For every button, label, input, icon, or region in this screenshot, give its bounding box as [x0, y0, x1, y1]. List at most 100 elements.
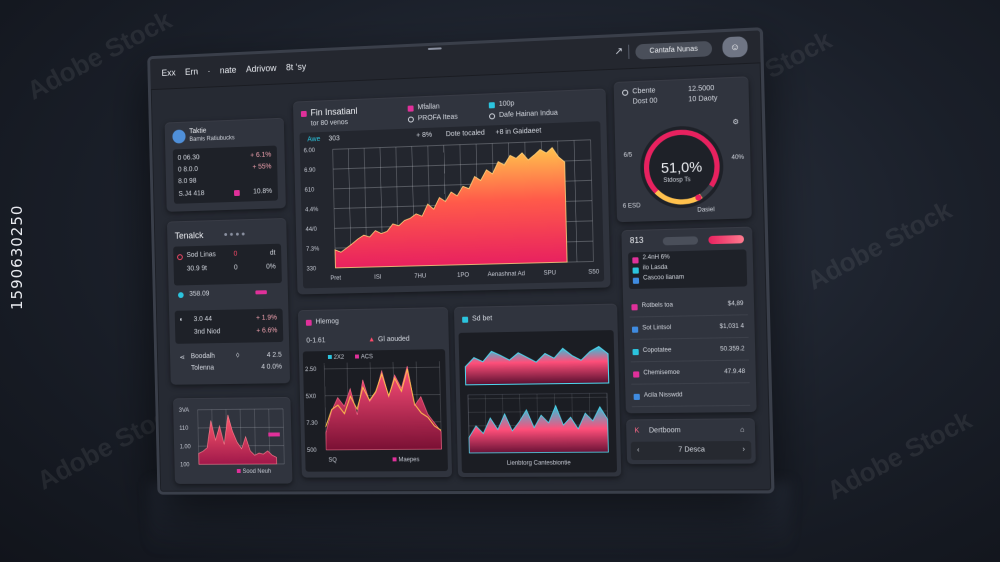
list-item: 4 0.0% [261, 364, 282, 371]
legend-swatch [408, 105, 414, 111]
gauge-side-label: 6 ESD [623, 203, 641, 210]
status-marker [234, 190, 240, 196]
tab-item[interactable]: 0-1.61 [306, 337, 325, 344]
gauge-side-label: Dasiel [697, 207, 715, 214]
stat-value: + 6.1% [250, 152, 271, 160]
row-marker [634, 394, 640, 400]
y-tick-label: 330 [306, 266, 316, 272]
row-marker [631, 304, 637, 310]
status-dot [633, 278, 639, 284]
list-item: 3nd Niod [194, 328, 221, 335]
footer-actions-panel: K Dertboom ⌂ ‹ 7 Desca › [626, 418, 756, 464]
dashboard-window: Exx Ern · nate Adrivow 8t ‘sy ↗ Cantafa … [147, 27, 774, 494]
action-row[interactable]: ‹ 7 Desca › [631, 441, 752, 460]
y-tick-label: 100 [180, 462, 190, 468]
list-item: 3.0 44 [194, 316, 212, 323]
triangle-icon: ▲ [368, 336, 375, 343]
panel-title: Taktie [189, 128, 206, 135]
panel-title: Hlemog [315, 318, 338, 325]
list-item: Tolenna [191, 365, 214, 372]
legend-swatch [301, 111, 307, 117]
x-axis-label: Maepes [398, 457, 419, 463]
filter-pill[interactable] [663, 236, 698, 245]
gauge-label: Cbente [632, 87, 655, 95]
right-list-panel: 813 2.4nH 6% ilo Lasda Cascoo lianam Rot… [621, 227, 756, 414]
list-row[interactable]: Copotatee 50.359.2 [630, 342, 749, 362]
menu-item[interactable]: nate [220, 65, 237, 76]
list-item: Sod Linas [186, 251, 215, 259]
home-icon[interactable]: ⌂ [740, 427, 745, 434]
y-tick-label: 2.50 [305, 367, 317, 373]
list-row[interactable]: Sot Lintsol $1,031 4 [630, 319, 749, 340]
action-label: 7 Desca [678, 446, 705, 453]
y-tick-label: 44/0 [306, 227, 318, 233]
list-item: 358.09 [189, 291, 209, 298]
small-area-chart[interactable]: 3VA 110 1.00 100 Sood Neuh [173, 397, 292, 484]
dual-chart[interactable]: Lienbtorg Cantesbiontie [459, 330, 618, 473]
list-row[interactable]: Rotbels toa $4,89 [629, 297, 748, 318]
x-tick-label: Aenashnat Ad [488, 271, 526, 278]
y-tick-label: 1.00 [180, 444, 192, 450]
x-axis-label: Sood Neuh [243, 469, 272, 475]
legend-swatch [355, 355, 359, 359]
list-item: Boodalh [191, 353, 215, 360]
stat-label: 0 06.30 [178, 154, 200, 162]
user-name-button[interactable]: Cantafa Nunas [635, 41, 712, 60]
list-item: Cascoo lianam [643, 275, 684, 282]
legend-swatch [489, 102, 495, 108]
list-row[interactable]: Chemisemoe 47.9.48 [631, 365, 750, 385]
panel-title: Tenalck [175, 230, 204, 241]
row-marker [632, 327, 638, 333]
pointer-icon[interactable]: ↗ [614, 46, 623, 58]
panel-meta: ● ● ● ● [224, 231, 246, 238]
x-tick-label: 7HU [414, 274, 426, 280]
menu-item[interactable]: · [207, 66, 210, 76]
menu-item[interactable]: Adrivow [246, 63, 277, 74]
row-value: 50.359.2 [720, 346, 745, 353]
legend-swatch [462, 317, 468, 323]
share-icon: ⋖ [179, 353, 185, 361]
area-series [198, 414, 277, 464]
legend-swatch [328, 355, 332, 359]
legend-swatch [237, 469, 241, 473]
list-item: 2.4nH 6% [643, 254, 670, 261]
gauge-panel: Cbente 12.5000 Dost 00 10 Daoty 51,0% St… [614, 76, 752, 222]
list-row[interactable]: Acila Nisswdd [631, 387, 750, 407]
stats-box: 0 06.30 + 6.1% 0 8.0.0 + 55% 8.0 98 S.J4… [173, 146, 278, 204]
row-label: Rotbels toa [642, 302, 673, 309]
area-chart[interactable]: 6.00 6.90 610 4.4% 44/0 7.3% 330 Pret ISI 7HU 1PO A… [300, 131, 605, 290]
list-item: ilo Lasda [643, 265, 668, 272]
x-tick-label: S50 [588, 269, 600, 275]
chart-title: Fin Insatianl [310, 106, 357, 118]
action-label[interactable]: Dertboom [649, 427, 681, 434]
stat-label: 0 8.0.0 [178, 166, 198, 174]
y-tick-label: 5X0 [306, 394, 317, 400]
y-tick-label: 6.90 [304, 168, 316, 174]
grid-line [324, 367, 439, 369]
gauge-value: 12.5000 [688, 85, 715, 93]
tab-item[interactable]: Gl aouded [378, 336, 410, 344]
y-tick-label: 7.3% [306, 246, 320, 252]
avatar-icon[interactable]: ☺ [722, 36, 748, 58]
menu-item[interactable]: 8t ‘sy [286, 62, 306, 73]
menu-item[interactable]: Exx [161, 68, 175, 78]
list-header: 813 [630, 236, 644, 246]
drag-handle[interactable] [428, 47, 442, 50]
settings-icon[interactable]: ⚙ [732, 118, 739, 126]
pie-icon: ◐ [179, 316, 183, 323]
row-value: $1,031 4 [720, 324, 745, 331]
summary-panel: Taktie Bamis Ratiubucks 0 06.30 + 6.1% 0… [165, 118, 286, 212]
grid-line [468, 411, 607, 412]
hlemog-panel: Hlemog 0-1.61 ▲ Gl aouded 2.50 5X0 7.30 500… [298, 307, 452, 478]
sublist-box: 2.4nH 6% ilo Lasda Cascoo lianam [628, 249, 747, 289]
gauge-label: Dost 00 [632, 98, 657, 106]
legend-swatch [622, 90, 628, 96]
x-axis-label: Lienbtorg Cantesbiontie [507, 460, 571, 466]
x-tick-label: SPU [544, 270, 557, 276]
menu-item[interactable]: Ern [185, 67, 198, 77]
tenalck-panel: Tenalck ● ● ● ● Sod Linas 0 dt 30.9 9t 0… [167, 218, 290, 385]
row-label: Copotatee [643, 347, 672, 354]
stat-value: 10.8% [253, 188, 272, 195]
mixed-chart[interactable]: 2.50 5X0 7.30 500 2X2 ACS SQ Maepes [303, 349, 448, 472]
y-tick-label: 7.30 [306, 421, 318, 427]
